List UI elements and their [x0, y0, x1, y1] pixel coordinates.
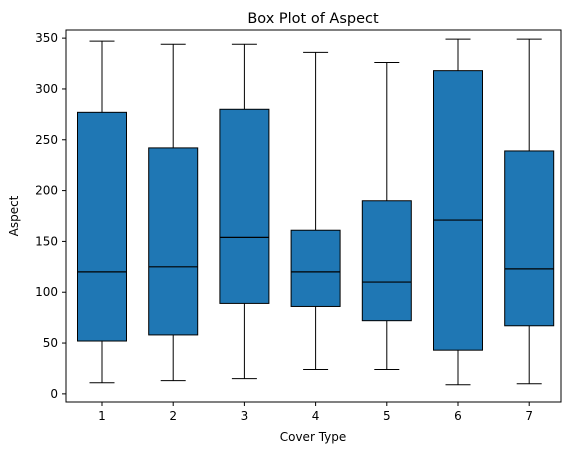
- box-5: [361, 200, 412, 322]
- box-3: [219, 108, 270, 304]
- y-axis-ticks: 0 50 100 150 200 250 300 350: [35, 31, 66, 401]
- y-tick-label-50: 50: [43, 336, 58, 350]
- x-tick-label-4: 4: [312, 409, 320, 423]
- chart-title: Box Plot of Aspect: [247, 11, 379, 27]
- x-tick-label-7: 7: [525, 409, 533, 423]
- y-tick-label-150: 150: [35, 234, 58, 248]
- y-tick-label-200: 200: [35, 184, 58, 198]
- box-group-3: [219, 43, 270, 380]
- box-group-4: [290, 51, 341, 370]
- box-group-5: [361, 62, 412, 370]
- x-axis-label: Cover Type: [280, 430, 347, 444]
- x-tick-label-1: 1: [98, 409, 106, 423]
- box-group-1: [77, 40, 127, 384]
- box-group-2: [148, 43, 199, 382]
- x-tick-label-2: 2: [169, 409, 177, 423]
- plot-frame: [65, 29, 562, 403]
- box-1: [77, 111, 127, 342]
- y-tick-label-300: 300: [35, 82, 58, 96]
- y-tick-label-350: 350: [35, 31, 58, 45]
- box-4: [290, 229, 341, 307]
- box-group-7: [504, 38, 555, 385]
- box-6: [433, 70, 483, 351]
- x-tick-label-3: 3: [241, 409, 249, 423]
- y-axis-label: Aspect: [7, 195, 21, 236]
- x-tick-label-5: 5: [383, 409, 391, 423]
- box-7: [504, 150, 555, 327]
- x-tick-label-6: 6: [454, 409, 462, 423]
- box-2: [148, 147, 199, 336]
- y-tick-label-0: 0: [50, 387, 58, 401]
- plot-area: [77, 38, 555, 386]
- x-axis-ticks: 1 2 3 4 5 6 7: [98, 402, 533, 423]
- y-tick-label-100: 100: [35, 285, 58, 299]
- box-group-6: [433, 38, 483, 386]
- y-tick-label-250: 250: [35, 133, 58, 147]
